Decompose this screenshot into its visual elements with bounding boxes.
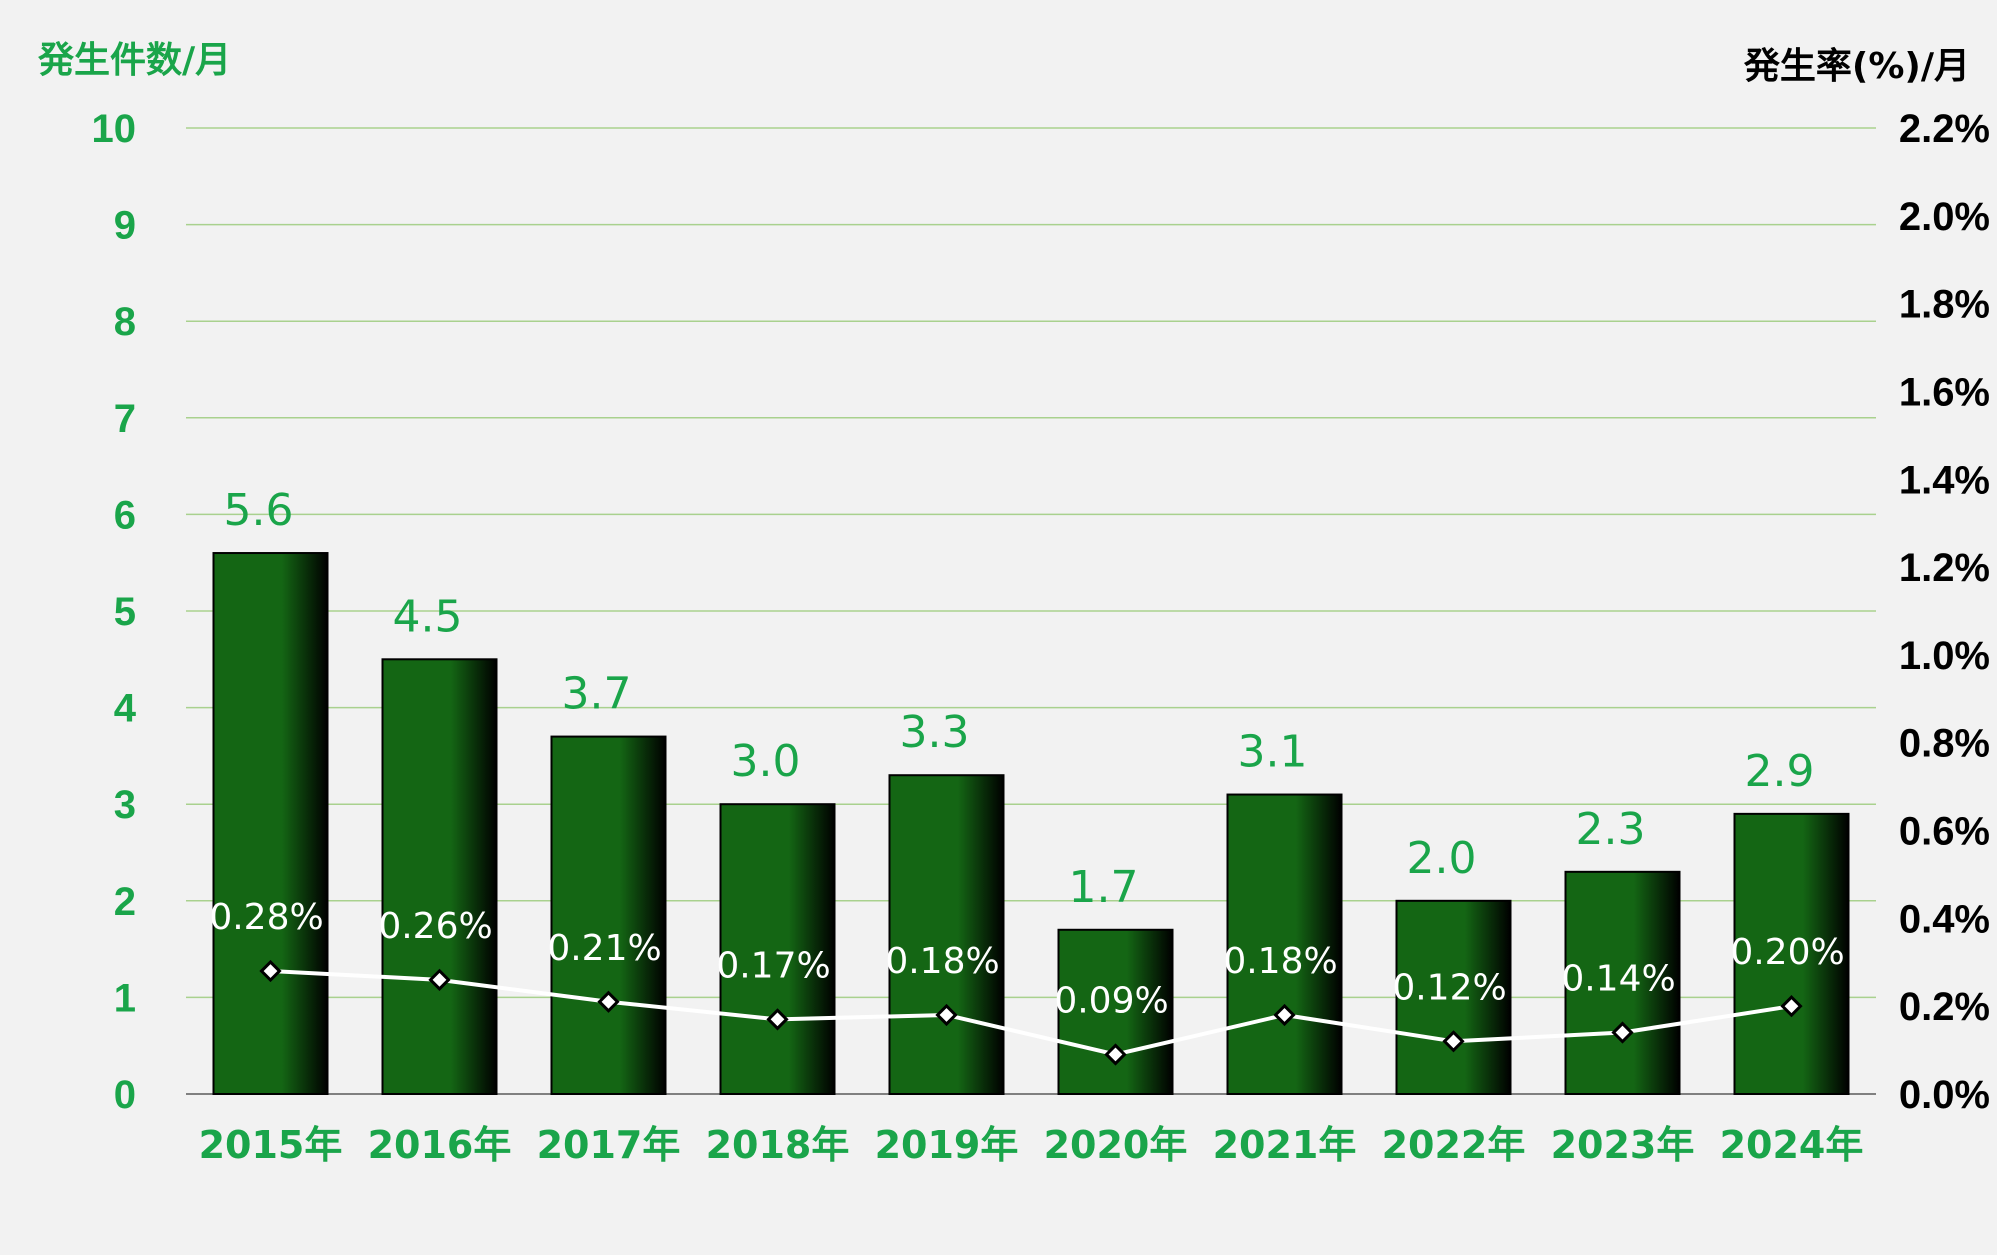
bar xyxy=(1395,899,1512,1095)
bar-value-label: 3.3 xyxy=(900,707,970,758)
x-axis-tick-label: 2017年 xyxy=(537,1123,681,1167)
bar xyxy=(1564,870,1681,1095)
right-axis-tick-label: 1.6% xyxy=(1899,370,1990,414)
right-axis-tick-label: 0.2% xyxy=(1899,985,1990,1029)
right-axis-tick-label: 1.0% xyxy=(1899,634,1990,678)
rate-series xyxy=(259,959,1803,1066)
right-axis-tick-label: 1.8% xyxy=(1899,283,1990,327)
rate-marker xyxy=(935,1003,958,1027)
left-axis-tick-label: 7 xyxy=(114,397,136,441)
right-axis-tick-label: 0.8% xyxy=(1899,722,1990,766)
rate-value-label: 0.21% xyxy=(547,928,661,969)
bar xyxy=(1057,928,1174,1096)
left-axis-title: 発生件数/月 xyxy=(38,40,231,81)
rate-marker xyxy=(1780,995,1803,1018)
left-axis-tick-label: 4 xyxy=(114,687,137,731)
right-axis-title: 発生率(%)/月 xyxy=(1744,46,1970,87)
rate-marker xyxy=(766,1008,789,1031)
rate-marker xyxy=(1442,1030,1465,1053)
left-axis-tick-label: 10 xyxy=(92,107,137,151)
right-axis-tick-label: 2.0% xyxy=(1899,195,1990,239)
rate-value-label: 0.26% xyxy=(378,906,492,947)
bar xyxy=(550,735,667,1096)
bar xyxy=(381,658,498,1095)
right-axis-tick-label: 2.2% xyxy=(1899,107,1990,151)
left-axis-tick-label: 0 xyxy=(114,1073,136,1117)
left-axis-tick-label: 6 xyxy=(114,493,136,537)
x-axis-tick-label: 2018年 xyxy=(706,1123,850,1167)
bar-value-label: 2.3 xyxy=(1576,804,1646,855)
rate-value-label: 0.09% xyxy=(1054,980,1168,1021)
bar xyxy=(1733,812,1850,1095)
bar-series xyxy=(212,552,1850,1096)
rate-value-label: 0.20% xyxy=(1730,932,1844,973)
rate-value-label: 0.12% xyxy=(1392,967,1506,1008)
rate-value-label: 0.14% xyxy=(1561,959,1675,1000)
right-axis-tick-label: 0.0% xyxy=(1899,1073,1990,1117)
bar-value-label: 1.7 xyxy=(1069,862,1139,913)
bar-value-label: 4.5 xyxy=(393,591,463,642)
rate-marker xyxy=(1611,1021,1634,1044)
left-axis-tick-label: 3 xyxy=(114,783,136,827)
rate-value-label: 0.18% xyxy=(885,941,999,982)
rate-marker xyxy=(428,968,451,991)
left-axis-tick-label: 1 xyxy=(114,976,136,1020)
right-axis-tick-label: 1.4% xyxy=(1899,458,1990,502)
bar-value-label: 3.7 xyxy=(562,669,632,720)
left-axis-tick-label: 2 xyxy=(114,880,136,924)
rate-marker xyxy=(1104,1043,1127,1066)
bar-value-label: 2.9 xyxy=(1745,746,1815,797)
x-axis-tick-label: 2019年 xyxy=(875,1123,1019,1167)
axes: 発生件数/月 発生率(%)/月 0 1 2 3 4 5 6 7 8 9 10 0.0% 0.2% 0.4%… xyxy=(38,40,1990,1167)
left-axis-tick-label: 8 xyxy=(114,300,136,344)
x-axis-tick-label: 2022年 xyxy=(1382,1123,1526,1167)
x-axis-tick-label: 2023年 xyxy=(1551,1123,1695,1167)
data-labels: 5.6 4.5 3.7 3.0 3.3 1.7 3.1 2.0 2.3 2.9 0.28% 0.26%… xyxy=(209,485,1844,1021)
x-axis-tick-label: 2020年 xyxy=(1044,1123,1188,1167)
rate-marker xyxy=(259,959,282,983)
rate-marker xyxy=(597,990,620,1013)
rate-marker xyxy=(1273,1003,1296,1027)
left-axis-tick-label: 9 xyxy=(114,204,136,248)
rate-value-label: 0.17% xyxy=(716,945,830,986)
x-axis-tick-label: 2016年 xyxy=(368,1123,512,1167)
bar-value-label: 5.6 xyxy=(224,485,294,536)
rate-value-label: 0.18% xyxy=(1223,941,1337,982)
right-axis-tick-label: 1.2% xyxy=(1899,546,1990,590)
bar-value-label: 2.0 xyxy=(1407,833,1477,884)
bar-value-label: 3.1 xyxy=(1238,727,1308,778)
rate-line xyxy=(270,969,1792,1057)
x-axis-tick-label: 2021年 xyxy=(1213,1123,1357,1167)
right-axis-tick-label: 0.4% xyxy=(1899,897,1990,941)
right-axis-tick-label: 0.6% xyxy=(1899,810,1990,854)
bar xyxy=(888,774,1005,1095)
bar xyxy=(1226,793,1343,1095)
x-axis-tick-label: 2024年 xyxy=(1720,1123,1864,1167)
bar-value-label: 3.0 xyxy=(731,736,801,787)
left-axis-tick-label: 5 xyxy=(114,590,136,634)
bar xyxy=(719,803,836,1095)
rate-value-label: 0.28% xyxy=(209,897,323,938)
bar xyxy=(212,552,329,1095)
x-axis-tick-label: 2015年 xyxy=(199,1123,343,1167)
